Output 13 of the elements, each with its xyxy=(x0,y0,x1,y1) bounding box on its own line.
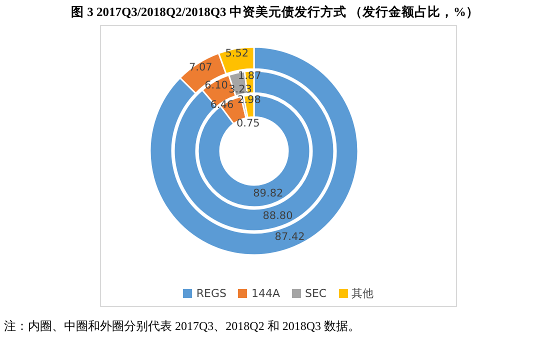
data-label: 89.82 xyxy=(253,188,284,200)
legend-label: REGS xyxy=(195,286,226,301)
data-label: 2.98 xyxy=(238,94,261,106)
data-label: 88.80 xyxy=(262,210,293,222)
text: 注：内圈、中圈和外圈分别代表 2017Q3、2018Q2 和 2018Q3 数据。 xyxy=(4,318,360,335)
data-label: 87.42 xyxy=(274,230,305,243)
data-label: 1.87 xyxy=(238,70,262,82)
legend-label: 其他 xyxy=(350,286,374,301)
legend-label: 144A xyxy=(250,286,280,301)
legend-label: SEC xyxy=(304,286,327,301)
chart-title: 图 3 2017Q3/2018Q2/2018Q3 中资美元债发行方式 （发行金额占比，%） xyxy=(70,4,480,21)
data-label: 5.52 xyxy=(225,47,249,60)
data-label: 0.75 xyxy=(236,118,260,130)
